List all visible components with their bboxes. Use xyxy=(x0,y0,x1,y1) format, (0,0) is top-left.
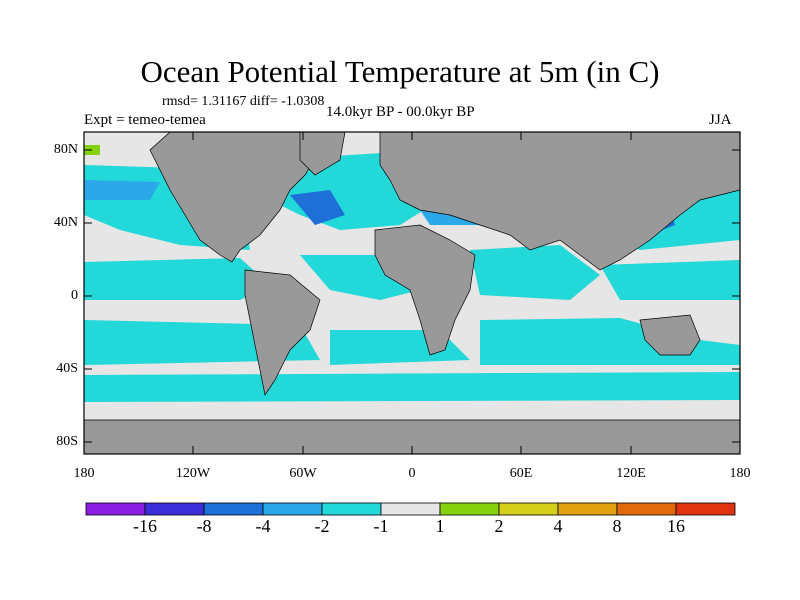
x-tick-label-60e: 60E xyxy=(509,466,533,481)
colorbar-swatch xyxy=(203,502,264,516)
blue-patch-npacific xyxy=(84,180,160,200)
colorbar-swatch xyxy=(616,502,677,516)
colorbar-swatch xyxy=(144,502,205,516)
stats-text: rmsd= 1.31167 diff= -1.0308 xyxy=(162,94,325,109)
australia xyxy=(639,314,701,356)
colorbar-label: 4 xyxy=(553,516,563,536)
y-tick-marks xyxy=(84,149,740,443)
colorbar-swatch xyxy=(321,502,382,516)
x-tick-label-180e: 180 xyxy=(729,466,751,481)
cyan-region-indian xyxy=(470,245,600,300)
colorbar-label: -2 xyxy=(314,516,330,536)
season-label: JJA xyxy=(709,112,732,128)
south-america xyxy=(244,269,321,396)
y-tick-label-80n: 80N xyxy=(53,142,78,157)
y-tick-label-80s: 80S xyxy=(56,434,78,449)
greenland xyxy=(299,132,346,176)
colorbar-swatch xyxy=(675,502,736,516)
eurasia xyxy=(379,132,740,271)
x-tick-label-120w: 120W xyxy=(175,466,211,481)
colorbar-swatch xyxy=(498,502,559,516)
x-tick-label-180w: 180 xyxy=(73,466,95,481)
colorbar-swatch xyxy=(557,502,618,516)
experiment-label: Expt = temeo-temea xyxy=(84,112,206,128)
x-tick-label-0: 0 xyxy=(408,466,416,481)
y-tick-label-0: 0 xyxy=(71,288,78,303)
colorbar-swatch xyxy=(85,502,146,516)
colorbar-label: -4 xyxy=(255,516,271,536)
colorbar-swatch xyxy=(380,502,441,516)
colorbar-swatch xyxy=(262,502,323,516)
x-tick-marks xyxy=(83,132,741,454)
period-label: 14.0kyr BP - 00.0kyr BP xyxy=(326,104,475,120)
colorbar-label: 1 xyxy=(435,516,445,536)
antarctica xyxy=(84,419,740,454)
colorbar-label: 8 xyxy=(612,516,622,536)
cyan-region-tropical-pacific xyxy=(84,258,270,300)
blue-patch-gulfstream xyxy=(290,190,345,225)
colorbar-label: -8 xyxy=(196,516,212,536)
x-tick-label-60w: 60W xyxy=(289,466,317,481)
cyan-region-west-pacific xyxy=(600,260,740,300)
colorbar-label: 16 xyxy=(667,516,685,536)
colorbar-label: 2 xyxy=(494,516,504,536)
colorbar xyxy=(85,502,736,516)
cyan-region-southern-ocean xyxy=(84,372,740,402)
x-tick-label-120e: 120E xyxy=(616,466,646,481)
africa xyxy=(374,224,476,356)
colorbar-swatch xyxy=(439,502,500,516)
land-masses xyxy=(84,132,740,454)
y-tick-label-40n: 40N xyxy=(53,215,78,230)
colorbar-label: -16 xyxy=(133,516,157,536)
colorbar-label: -1 xyxy=(373,516,389,536)
chart-title: Ocean Potential Temperature at 5m (in C) xyxy=(140,54,660,89)
y-tick-label-40s: 40S xyxy=(56,361,78,376)
